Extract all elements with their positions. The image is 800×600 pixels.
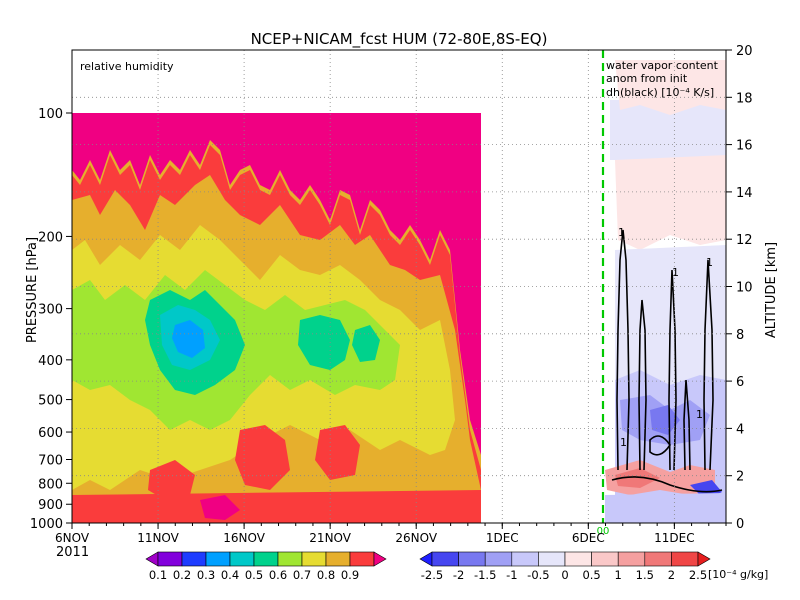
rh-label: relative humidity	[80, 60, 174, 73]
y2-axis-label: ALTITUDE [km]	[764, 242, 779, 338]
init-label: 00	[597, 526, 610, 537]
x-tick-label: 26NOV	[395, 531, 437, 545]
colorbar-cell	[431, 551, 459, 567]
colorbar-label: 0.2	[173, 568, 191, 582]
y-tick-label: 100	[38, 107, 63, 122]
y2-tick-label: 6	[736, 375, 744, 390]
y2-axis: 0 2 4 6 8 10 12 14 16 18 20	[726, 44, 753, 532]
y2-tick-label: 14	[736, 186, 753, 201]
x-tick-label: 6DEC	[572, 531, 605, 545]
colorbar-label: 0.7	[293, 568, 311, 582]
y-tick-label: 300	[38, 303, 63, 318]
colorbar-label: 0.1	[149, 568, 167, 582]
colorbar-label: -1	[506, 568, 517, 582]
rh-field	[72, 113, 481, 523]
wv-colorbar-unit: [10⁻⁴ g/kg]	[708, 568, 768, 581]
colorbar-label: 0.5	[582, 568, 600, 582]
x-tick-label: 6NOV	[55, 531, 90, 545]
colorbar-label: -0.5	[527, 568, 549, 582]
colorbar-label: 1.5	[636, 568, 654, 582]
contour-label: 1	[618, 226, 625, 239]
colorbar-label: 0	[561, 568, 568, 582]
y-tick-label: 200	[38, 230, 63, 245]
colorbar-cell	[511, 551, 539, 567]
colorbar-label: -2.5	[421, 568, 443, 582]
colorbar-cell	[644, 551, 672, 567]
y-axis-label: PRESSURE [hPa]	[25, 237, 40, 343]
contour-label: 1	[696, 408, 703, 421]
colorbar-cell	[349, 551, 375, 567]
contour-label: 1	[620, 436, 627, 449]
y-tick-label: 700	[38, 453, 63, 468]
colorbar-cell	[325, 551, 351, 567]
y2-tick-label: 20	[736, 44, 753, 59]
contour-label: 1	[672, 266, 679, 279]
x-tick-label: 11NOV	[137, 531, 179, 545]
colorbar-label: 0.9	[341, 568, 359, 582]
colorbar-cell	[205, 551, 231, 567]
colorbar-label: 0.3	[197, 568, 215, 582]
y-tick-label: 800	[38, 477, 63, 492]
wv-label-line-2: anom from init	[606, 72, 688, 85]
colorbar-cell	[591, 551, 619, 567]
colorbar-cell	[253, 551, 279, 567]
colorbar-label: 0.4	[221, 568, 239, 582]
colorbar-label: -2	[453, 568, 464, 582]
wv-colorbar: -2.5 -2 -1.5 -1 -0.5 0 0.5 1 1.5 2 2.5	[419, 551, 711, 582]
colorbar-cell	[229, 551, 255, 567]
colorbar-cell	[419, 551, 433, 567]
y2-tick-label: 16	[736, 139, 753, 154]
colorbar-cell	[157, 551, 183, 567]
colorbar-label: -1.5	[474, 568, 496, 582]
y-axis: 100 200 300 400 500 600 700 800 900 1000	[30, 107, 72, 532]
colorbar-cell	[484, 551, 513, 567]
colorbar-cell	[458, 551, 486, 567]
y2-tick-label: 12	[736, 233, 753, 248]
colorbar-cell	[538, 551, 566, 567]
colorbar-label: 0.8	[317, 568, 335, 582]
colorbar-label: 2	[668, 568, 675, 582]
y-tick-label: 600	[38, 426, 63, 441]
y-tick-label: 400	[38, 354, 63, 369]
colorbar-cell	[181, 551, 207, 567]
y2-tick-label: 0	[736, 517, 744, 532]
x-tick-label: 11DEC	[654, 531, 694, 545]
x-tick-label: 1DEC	[486, 531, 519, 545]
chart-title: NCEP+NICAM_fcst HUM (72-80E,8S-EQ)	[251, 30, 548, 49]
colorbar-label: 2.5	[689, 568, 707, 582]
contour-label: 1	[706, 256, 713, 269]
colorbar-label: 1	[615, 568, 622, 582]
y-tick-label: 900	[38, 498, 63, 513]
y2-tick-label: 10	[736, 281, 753, 296]
y-tick-label: 500	[38, 394, 63, 409]
wv-anomaly-field	[603, 50, 726, 523]
x-axis: 6NOV 11NOV 16NOV 21NOV 26NOV 1DEC 6DEC 11DEC	[55, 523, 727, 545]
y-tick-label: 1000	[30, 517, 63, 532]
colorbar-cell	[564, 551, 592, 567]
colorbar-cell	[697, 551, 711, 567]
y2-tick-label: 18	[736, 91, 753, 106]
x-tick-label: 16NOV	[223, 531, 265, 545]
colorbar-cell	[373, 551, 387, 567]
year-label: 2011	[56, 545, 89, 560]
y2-tick-label: 4	[736, 422, 744, 437]
colorbar-label: 0.6	[269, 568, 287, 582]
colorbar-cell	[301, 551, 327, 567]
colorbar-cell	[617, 551, 646, 567]
y2-tick-label: 8	[736, 328, 744, 343]
colorbar-label: 0.5	[245, 568, 263, 582]
wv-label-line-3: dh(black) [10⁻⁴ K/s]	[606, 86, 714, 99]
y2-tick-label: 2	[736, 470, 744, 485]
colorbar-cell	[671, 551, 699, 567]
colorbar-cell	[277, 551, 303, 567]
wv-label-line-1: water vapor content	[606, 59, 719, 72]
colorbar-cell	[145, 551, 159, 567]
x-tick-label: 21NOV	[309, 531, 351, 545]
rh-colorbar: 0.1 0.2 0.3 0.4 0.5 0.6 0.7 0.8 0.9	[145, 551, 387, 582]
